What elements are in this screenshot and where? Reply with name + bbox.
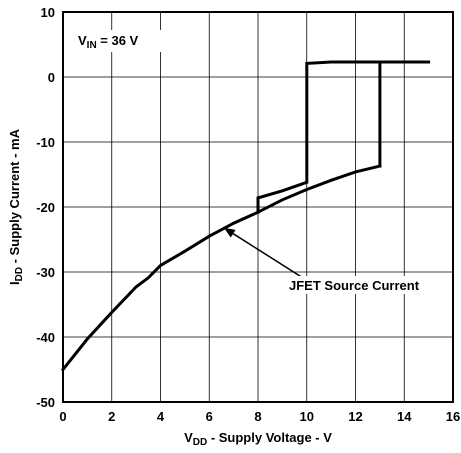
plot-frame [62, 11, 454, 403]
y-tick-label-4: -30 [36, 265, 55, 280]
y-tick-label-3: -20 [36, 200, 55, 215]
y-tick-label-6: -50 [36, 395, 55, 410]
y-tick-label-2: -10 [36, 135, 55, 150]
annotation-arrow [232, 233, 303, 278]
svg-text:VIN = 36 V: VIN = 36 V [78, 33, 139, 51]
x-tick-label-3: 6 [206, 409, 213, 424]
x-tick-label-5: 10 [300, 409, 314, 424]
y-tick-label-1: 0 [48, 70, 55, 85]
x-tick-label-7: 14 [397, 409, 412, 424]
annotation: JFET Source Current [223, 227, 436, 294]
y-axis-title: IDD - Supply Current - mA [7, 128, 25, 285]
y-axis-title-sub: DD [14, 267, 25, 281]
series-line-1 [378, 60, 431, 168]
x-axis-title-sub: DD [193, 437, 207, 448]
x-axis-title-rest: - Supply Voltage - V [207, 430, 332, 445]
x-axis-title-main: V [184, 430, 193, 445]
x-tick-label-0: 0 [59, 409, 66, 424]
annotation-label-bg [286, 276, 436, 294]
series-line-2 [256, 60, 382, 214]
x-tick-label-8: 16 [446, 409, 460, 424]
x-axis-title: VDD - Supply Voltage - V [184, 430, 332, 448]
series-line-0 [60, 164, 382, 372]
y-tick-label-5: -40 [36, 330, 55, 345]
y-tick-label-0: 10 [41, 5, 55, 20]
y-axis-title-rest: - Supply Current - mA [7, 128, 22, 267]
annotation-label: JFET Source Current [289, 278, 420, 293]
condition-label: VIN = 36 V [74, 30, 162, 52]
x-tick-label-6: 12 [348, 409, 362, 424]
annotation-arrowhead [223, 227, 236, 238]
x-tick-label-4: 8 [254, 409, 261, 424]
condition-label-bg [74, 30, 162, 52]
condition-main: V [78, 33, 87, 48]
x-tick-label-2: 4 [157, 409, 165, 424]
y-axis-title-main: I [7, 281, 22, 285]
condition-sub: IN [87, 40, 97, 51]
x-tick-label-1: 2 [108, 409, 115, 424]
condition-rest: = 36 V [97, 33, 139, 48]
series-group [60, 60, 431, 372]
tick-labels: 0 2 4 6 8 10 12 14 16 10 0 -10 -20 -30 -40 -50 [36, 5, 460, 424]
